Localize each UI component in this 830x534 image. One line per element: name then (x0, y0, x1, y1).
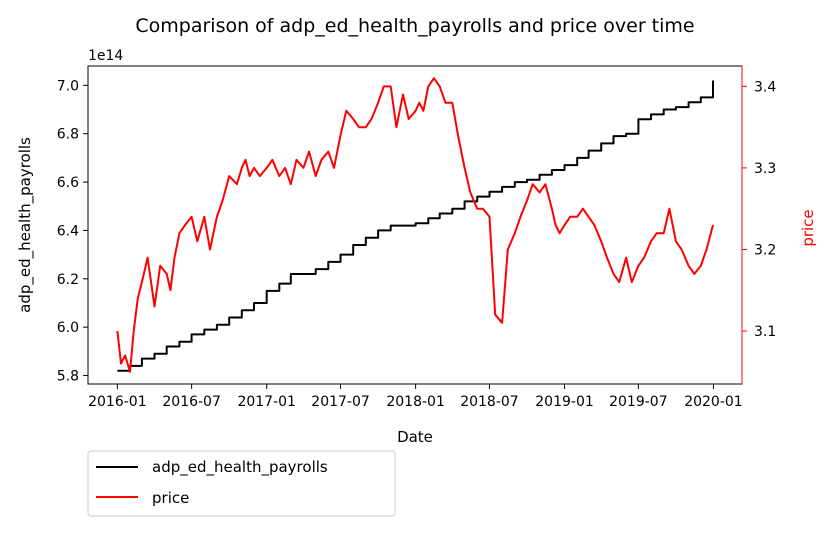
right-tick-label: 3.2 (754, 242, 776, 258)
right-tick-label: 3.1 (754, 324, 776, 340)
legend-label-payrolls: adp_ed_health_payrolls (152, 458, 328, 477)
left-tick-label: 7.0 (57, 78, 79, 94)
left-axis-label: adp_ed_health_payrolls (16, 137, 35, 313)
series-line-adp-ed-health-payrolls (117, 80, 714, 372)
left-tick-label: 6.8 (57, 127, 79, 143)
left-tick-label: 5.8 (57, 369, 79, 385)
x-tick-label: 2018-07 (460, 394, 519, 410)
chart-title: Comparison of adp_ed_health_payrolls and… (135, 15, 694, 37)
left-tick-label: 6.4 (57, 223, 79, 239)
x-axis-label: Date (397, 428, 433, 446)
right-tick-label: 3.4 (754, 79, 776, 95)
x-tick-label: 2018-01 (386, 394, 445, 410)
left-tick-label: 6.0 (57, 320, 79, 336)
left-tick-label: 6.2 (57, 272, 79, 288)
legend-label-price: price (152, 489, 189, 507)
right-axis-label: price (799, 209, 817, 246)
x-tick-label: 2017-01 (237, 394, 296, 410)
legend-box (87, 450, 396, 517)
x-tick-label: 2020-01 (684, 394, 743, 410)
x-tick-label: 2019-07 (609, 394, 668, 410)
x-tick-label: 2017-07 (311, 394, 370, 410)
right-tick-label: 3.3 (754, 161, 776, 177)
x-tick-label: 2016-01 (88, 394, 147, 410)
series-line-price (116, 77, 714, 373)
x-tick-label: 2019-01 (535, 394, 594, 410)
legend: adp_ed_health_payrolls price (87, 450, 396, 517)
left-tick-label: 6.6 (57, 175, 79, 191)
x-tick-label: 2016-07 (162, 394, 221, 410)
left-axis-offset-label: 1e14 (88, 48, 123, 64)
